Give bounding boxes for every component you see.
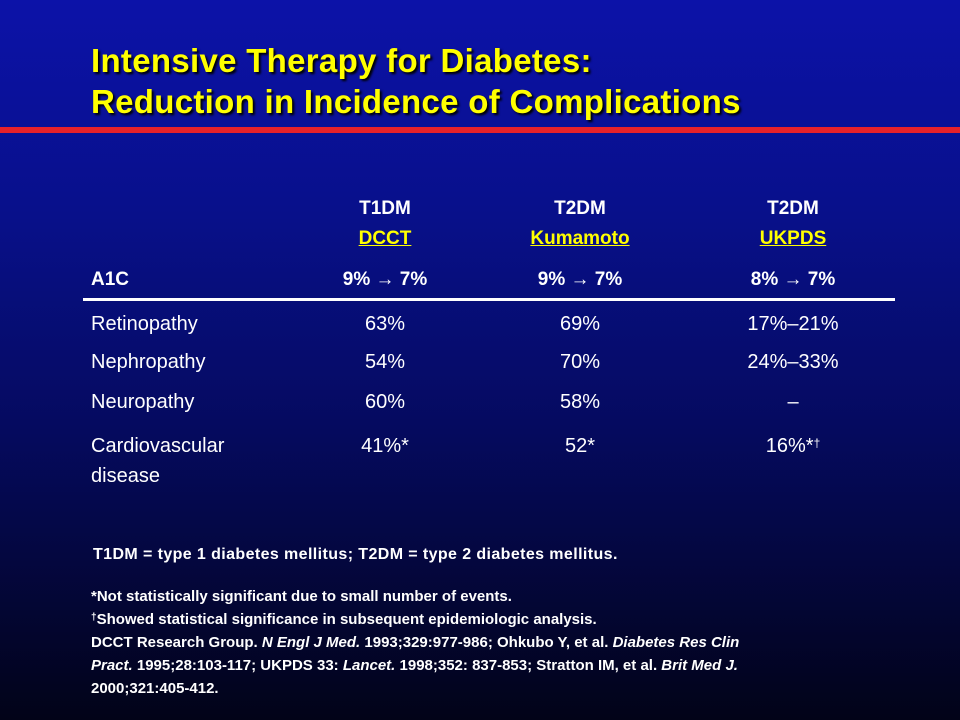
journal-name: Brit Med J.	[661, 657, 738, 674]
slide-title: Intensive Therapy for Diabetes: Reductio…	[91, 40, 741, 122]
journal-name: Lancet.	[342, 657, 396, 674]
footnote-not-significant: *Not statistically significant due to sm…	[91, 588, 512, 605]
column-header-kumamoto: T2DM Kumamoto	[490, 194, 670, 254]
cell-retinopathy-ukpds: 17%–21%	[747, 313, 839, 335]
column-header-study-kumamoto[interactable]: Kumamoto	[530, 228, 630, 249]
column-header-ukpds: T2DM UKPDS	[703, 194, 883, 254]
row-label-retinopathy: Retinopathy	[91, 313, 198, 335]
a1c-value-dcct: 9% → 7%	[342, 269, 428, 290]
cell-cardiovascular-kumamoto: 52*	[564, 435, 596, 457]
slide-title-line-2: Reduction in Incidence of Complications	[91, 83, 741, 120]
column-header-study-dcct[interactable]: DCCT	[358, 228, 412, 249]
cell-nephropathy-kumamoto: 70%	[559, 351, 601, 373]
a1c-label: A1C	[91, 269, 130, 290]
cell-cardiovascular-dcct: 41%*	[361, 435, 409, 457]
dagger-mark: †	[91, 612, 97, 623]
reference-text: DCCT Research Group.	[91, 634, 262, 651]
cell-nephropathy-dcct: 54%	[364, 351, 406, 373]
abbreviation-note: T1DM = type 1 diabetes mellitus; T2DM = …	[93, 546, 618, 563]
row-label-nephropathy: Nephropathy	[91, 351, 206, 373]
reference-text: 1998;352: 837-853; Stratton IM, et al.	[395, 657, 662, 674]
cell-cardiovascular-ukpds: 16%*†	[703, 431, 883, 461]
footnotes: *Not statistically significant due to sm…	[91, 585, 891, 700]
reference-line-3: 2000;321:405-412.	[91, 680, 219, 697]
cell-neuropathy-ukpds: –	[787, 391, 799, 413]
a1c-value-ukpds: 8% → 7%	[750, 269, 836, 290]
column-header-type: T2DM	[767, 198, 819, 219]
reference-text: 1993;329:977-986; Ohkubo Y, et al.	[360, 634, 613, 651]
cell-retinopathy-dcct: 63%	[364, 313, 406, 335]
a1c-value-kumamoto: 9% → 7%	[537, 269, 623, 290]
row-label-neuropathy: Neuropathy	[91, 391, 195, 413]
footnote-significance: †Showed statistical significance in subs…	[91, 608, 891, 631]
footnote-significance-text: Showed statistical significance in subse…	[96, 611, 597, 628]
slide-title-line-1: Intensive Therapy for Diabetes:	[91, 42, 592, 79]
cell-nephropathy-ukpds: 24%–33%	[747, 351, 839, 373]
row-label-cardiovascular: Cardiovascular disease	[91, 435, 225, 487]
cell-retinopathy-kumamoto: 69%	[559, 313, 601, 335]
column-header-study-ukpds[interactable]: UKPDS	[759, 228, 827, 249]
column-header-type: T1DM	[359, 198, 411, 219]
cell-cardiovascular-ukpds-value: 16%*	[765, 435, 814, 457]
reference-line-2: Pract. 1995;28:103-117; UKPDS 33: Lancet…	[91, 654, 891, 677]
cell-neuropathy-dcct: 60%	[364, 391, 406, 413]
reference-line-1: DCCT Research Group. N Engl J Med. 1993;…	[91, 631, 891, 654]
cell-neuropathy-kumamoto: 58%	[559, 391, 601, 413]
column-header-dcct: T1DM DCCT	[295, 194, 475, 254]
dagger-mark: †	[813, 436, 821, 450]
journal-name: Pract.	[91, 657, 133, 674]
title-divider	[0, 127, 960, 133]
journal-name: N Engl J Med.	[261, 634, 361, 651]
journal-name: Diabetes Res Clin	[612, 634, 740, 651]
reference-text: 1995;28:103-117; UKPDS 33:	[132, 657, 343, 674]
column-header-type: T2DM	[554, 198, 606, 219]
table-header-rule	[83, 298, 895, 301]
